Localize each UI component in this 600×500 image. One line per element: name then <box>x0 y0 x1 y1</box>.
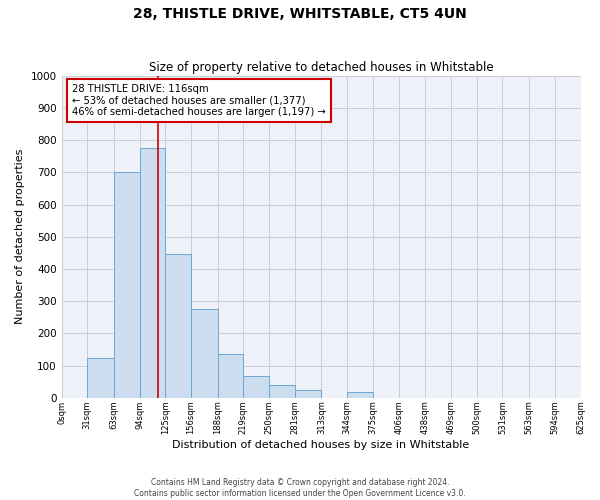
Text: 28, THISTLE DRIVE, WHITSTABLE, CT5 4UN: 28, THISTLE DRIVE, WHITSTABLE, CT5 4UN <box>133 8 467 22</box>
Bar <box>87 358 114 398</box>
Text: 28 THISTLE DRIVE: 116sqm
← 53% of detached houses are smaller (1,377)
46% of sem: 28 THISTLE DRIVE: 116sqm ← 53% of detach… <box>72 84 326 117</box>
Bar <box>244 376 269 398</box>
Bar <box>295 390 322 398</box>
Bar <box>140 148 166 398</box>
Bar <box>218 354 244 398</box>
Title: Size of property relative to detached houses in Whitstable: Size of property relative to detached ho… <box>149 62 493 74</box>
Text: Contains HM Land Registry data © Crown copyright and database right 2024.
Contai: Contains HM Land Registry data © Crown c… <box>134 478 466 498</box>
Bar <box>166 254 191 398</box>
X-axis label: Distribution of detached houses by size in Whitstable: Distribution of detached houses by size … <box>172 440 470 450</box>
Bar <box>269 385 295 398</box>
Bar <box>347 392 373 398</box>
Bar <box>114 172 140 398</box>
Bar <box>191 309 218 398</box>
Y-axis label: Number of detached properties: Number of detached properties <box>15 149 25 324</box>
